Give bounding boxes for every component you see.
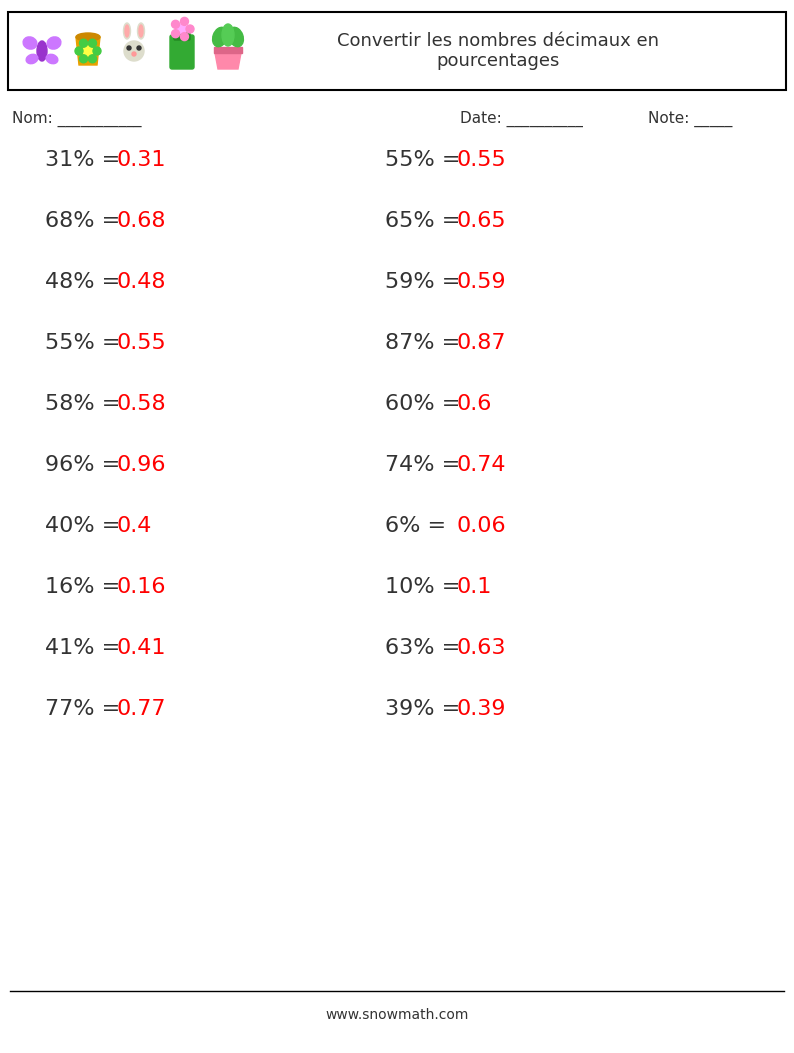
Text: 0.63: 0.63 [457, 638, 507, 658]
Circle shape [186, 25, 194, 33]
Text: 0.31: 0.31 [117, 150, 167, 170]
FancyBboxPatch shape [170, 35, 194, 69]
Bar [214, 47, 242, 53]
Text: 96% =: 96% = [45, 455, 127, 475]
FancyBboxPatch shape [174, 32, 190, 40]
Circle shape [172, 20, 179, 28]
Circle shape [83, 46, 93, 56]
Polygon shape [76, 37, 100, 65]
Circle shape [93, 47, 101, 55]
Circle shape [172, 29, 179, 38]
Text: 0.58: 0.58 [117, 394, 167, 414]
Ellipse shape [213, 27, 227, 46]
Text: 65% =: 65% = [385, 211, 468, 231]
Text: Date: __________: Date: __________ [460, 111, 583, 127]
Ellipse shape [125, 25, 129, 37]
Ellipse shape [37, 41, 47, 61]
Text: 77% =: 77% = [45, 699, 127, 719]
Text: 58% =: 58% = [45, 394, 128, 414]
Text: 10% =: 10% = [385, 577, 468, 597]
Circle shape [79, 55, 87, 63]
Text: 16% =: 16% = [45, 577, 127, 597]
Text: 0.4: 0.4 [117, 516, 152, 536]
Text: 0.87: 0.87 [457, 333, 507, 353]
Text: www.snowmath.com: www.snowmath.com [326, 1008, 468, 1022]
Text: 0.16: 0.16 [117, 577, 167, 597]
Text: 55% =: 55% = [385, 150, 468, 170]
Text: 0.74: 0.74 [457, 455, 507, 475]
Circle shape [88, 39, 97, 47]
Circle shape [79, 39, 87, 47]
Circle shape [180, 18, 188, 25]
Text: 0.65: 0.65 [457, 211, 507, 231]
Text: 0.96: 0.96 [117, 455, 167, 475]
Text: 0.48: 0.48 [117, 272, 167, 292]
Text: 0.55: 0.55 [457, 150, 507, 170]
Text: 31% =: 31% = [45, 150, 127, 170]
Text: 0.1: 0.1 [457, 577, 492, 597]
Text: 0.06: 0.06 [457, 516, 507, 536]
Text: Note: _____: Note: _____ [648, 111, 732, 127]
Circle shape [132, 52, 136, 56]
Text: 59% =: 59% = [385, 272, 468, 292]
Text: 60% =: 60% = [385, 394, 468, 414]
Text: 0.41: 0.41 [117, 638, 167, 658]
Ellipse shape [124, 23, 130, 39]
Text: 41% =: 41% = [45, 638, 127, 658]
Text: 0.59: 0.59 [457, 272, 507, 292]
Text: Nom: ___________: Nom: ___________ [12, 111, 141, 127]
Ellipse shape [229, 27, 244, 46]
Ellipse shape [137, 23, 145, 39]
Text: 0.77: 0.77 [117, 699, 167, 719]
Circle shape [137, 46, 141, 49]
Text: 0.6: 0.6 [457, 394, 492, 414]
Text: 0.39: 0.39 [457, 699, 507, 719]
Circle shape [180, 33, 188, 41]
Ellipse shape [46, 55, 58, 63]
Ellipse shape [47, 37, 61, 49]
Text: 39% =: 39% = [385, 699, 468, 719]
Circle shape [88, 55, 97, 63]
Ellipse shape [76, 33, 100, 41]
Text: 48% =: 48% = [45, 272, 127, 292]
Text: 68% =: 68% = [45, 211, 127, 231]
Text: 0.55: 0.55 [117, 333, 167, 353]
Text: 40% =: 40% = [45, 516, 128, 536]
Polygon shape [215, 53, 241, 69]
Ellipse shape [26, 55, 38, 63]
Text: 0.68: 0.68 [117, 211, 167, 231]
Ellipse shape [222, 24, 234, 46]
Ellipse shape [139, 25, 143, 37]
Circle shape [75, 47, 83, 55]
Ellipse shape [124, 41, 144, 61]
Text: 6% =: 6% = [385, 516, 453, 536]
Text: 55% =: 55% = [45, 333, 128, 353]
Text: 74% =: 74% = [385, 455, 468, 475]
Ellipse shape [23, 37, 37, 49]
Circle shape [177, 24, 187, 34]
Text: 63% =: 63% = [385, 638, 468, 658]
FancyBboxPatch shape [8, 12, 786, 90]
Circle shape [127, 46, 131, 49]
Text: Convertir les nombres décimaux en
pourcentages: Convertir les nombres décimaux en pource… [337, 32, 659, 71]
Text: 87% =: 87% = [385, 333, 468, 353]
